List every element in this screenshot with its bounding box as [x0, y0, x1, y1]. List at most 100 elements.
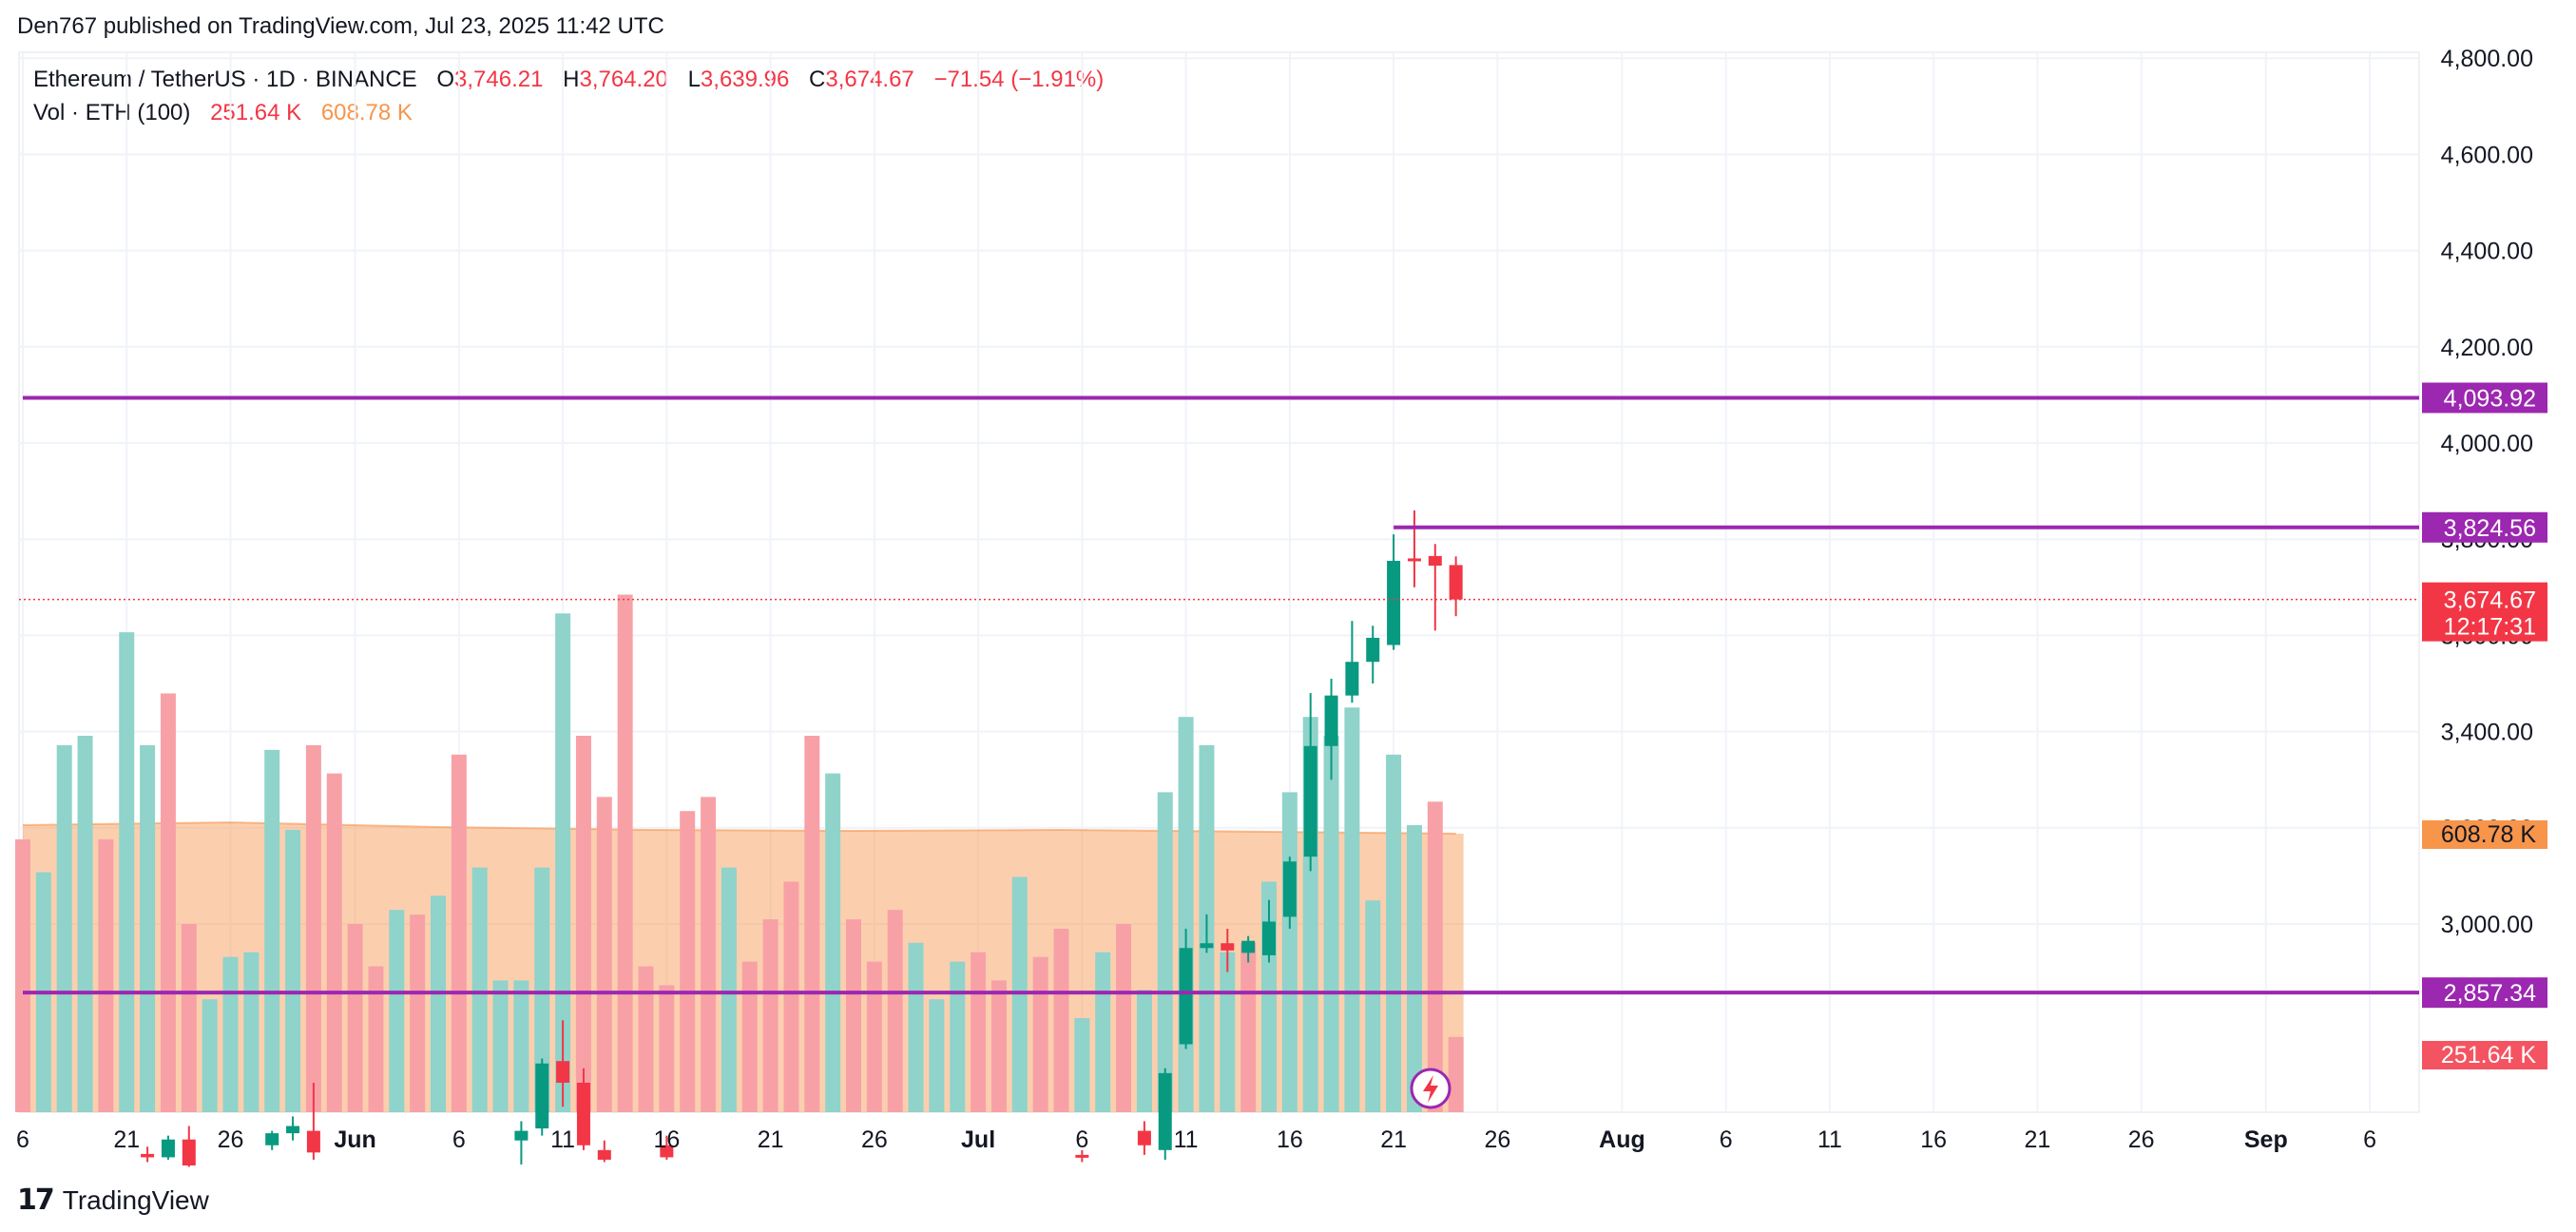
- candle: [597, 1140, 611, 1163]
- volume-bar: [140, 744, 156, 1112]
- volume-bar: [1281, 792, 1298, 1112]
- volume-bar: [1344, 707, 1360, 1112]
- volume-bar: [1053, 928, 1069, 1112]
- volume-bar: [1386, 754, 1402, 1112]
- grid-layer: [18, 51, 2420, 1113]
- candle: [1366, 626, 1380, 683]
- volume-tag: [2422, 1041, 2547, 1069]
- candle-body: [306, 1130, 320, 1153]
- candle: [1449, 556, 1463, 617]
- symbol-title[interactable]: Ethereum / TetherUS · 1D · BINANCE: [33, 67, 417, 92]
- candle-body: [1407, 558, 1421, 562]
- candle-body: [1262, 921, 1276, 955]
- close-key: C: [809, 67, 826, 92]
- tradingview-logo[interactable]: 17 TradingView: [17, 1184, 209, 1217]
- x-tick-label: 6: [2363, 1126, 2376, 1153]
- volume-bar: [513, 980, 529, 1112]
- y-tick-label: 3,000.00: [2441, 912, 2533, 938]
- last-price-tag-text: 3,674.67: [2444, 587, 2536, 614]
- price-level-tag: [2422, 511, 2547, 543]
- volume-bar: [950, 961, 966, 1112]
- candle-body: [1137, 1130, 1151, 1145]
- candle: [1200, 914, 1214, 953]
- volume-bar: [160, 693, 176, 1112]
- x-tick-label: 26: [218, 1126, 244, 1153]
- candle: [514, 1121, 529, 1165]
- volume-bar: [1448, 1036, 1464, 1112]
- x-tick-label: 21: [758, 1126, 784, 1153]
- candle: [265, 1130, 279, 1150]
- candle: [1303, 693, 1317, 872]
- candle-body: [514, 1130, 529, 1141]
- x-tick-label: 26: [2128, 1126, 2155, 1153]
- candle: [1241, 935, 1256, 963]
- volume-bar: [971, 952, 987, 1112]
- candle-body: [1324, 695, 1338, 746]
- volume-bar: [1365, 900, 1381, 1112]
- volume-bar: [471, 867, 488, 1112]
- tradingview-mark-icon: 17: [17, 1184, 55, 1217]
- volume-bar: [222, 956, 239, 1112]
- y-tick-label: 3,400.00: [2441, 720, 2533, 746]
- candle-body: [1179, 948, 1193, 1045]
- volume-indicator-title[interactable]: Vol · ETH (100): [33, 100, 191, 125]
- x-tick-label: 21: [2025, 1126, 2051, 1153]
- volume-bar: [783, 881, 799, 1112]
- last-price-tag: [2422, 582, 2547, 642]
- ohlc-legend: Ethereum / TetherUS · 1D · BINANCE O3,74…: [33, 67, 1104, 93]
- candle-body: [182, 1139, 196, 1166]
- volume-bar: [410, 914, 426, 1112]
- candle-body: [1241, 940, 1256, 953]
- x-tick-label: 6: [452, 1126, 466, 1153]
- x-tick-label: Sep: [2244, 1126, 2288, 1153]
- x-tick-label: 21: [1380, 1126, 1407, 1153]
- axis-labels-layer: 608.78 K 251.64 K 4,093.92 3,824.56 2,857.34…: [2422, 382, 2547, 1069]
- volume-bar: [1220, 952, 1236, 1112]
- volume-bar: [305, 744, 321, 1112]
- countdown-tag-text: 12:17:31: [2444, 614, 2536, 641]
- volume-bar: [721, 867, 737, 1112]
- candle-body: [576, 1082, 590, 1145]
- candle: [1428, 544, 1442, 631]
- close-value: 3,674.67: [825, 67, 914, 92]
- volume-bar: [617, 594, 633, 1112]
- price-level-tag-text: 4,093.92: [2444, 385, 2536, 412]
- volume-bar: [1095, 952, 1111, 1112]
- plot-frame: [18, 51, 2420, 1113]
- volume-tag-text: 251.64 K: [2441, 1042, 2536, 1068]
- volume-bar: [866, 961, 882, 1112]
- volume-bar: [638, 966, 654, 1112]
- x-tick-label: 11: [1817, 1126, 1842, 1153]
- candle-body: [1200, 943, 1214, 949]
- x-tick-label: 26: [1484, 1126, 1510, 1153]
- tradingview-brand: TradingView: [62, 1184, 209, 1215]
- volume-bar: [846, 919, 861, 1112]
- candle: [1137, 1121, 1151, 1155]
- flash-icon[interactable]: [1410, 1068, 1451, 1109]
- y-tick-label: 4,800.00: [2441, 46, 2533, 72]
- x-tick-label: 16: [1920, 1126, 1947, 1153]
- volume-bar: [1323, 736, 1339, 1112]
- y-tick-label: 4,000.00: [2441, 431, 2533, 457]
- volume-value: 251.64 K: [210, 100, 302, 125]
- price-lines-layer: [19, 395, 2419, 995]
- candle: [576, 1068, 590, 1150]
- candle-body: [1221, 943, 1235, 951]
- volume-bar: [741, 961, 758, 1112]
- x-tick-label: 16: [1277, 1126, 1303, 1153]
- candle: [1345, 621, 1359, 703]
- candle-body: [1449, 565, 1463, 600]
- x-tick-label: 11: [550, 1126, 575, 1153]
- open-value: 3,746.21: [454, 67, 544, 92]
- price-level-tag: [2422, 977, 2547, 1009]
- change-value: −71.54 (−1.91%): [933, 67, 1105, 92]
- low-value: 3,639.96: [700, 67, 790, 92]
- x-tick-label: Aug: [1599, 1126, 1645, 1153]
- candle-body: [597, 1149, 611, 1160]
- volume-legend: Vol · ETH (100) 251.64 K 608.78 K: [33, 100, 413, 126]
- candle: [306, 1082, 320, 1160]
- candle-body: [1075, 1154, 1089, 1158]
- volume-bar: [908, 942, 924, 1112]
- candle-body: [1303, 745, 1317, 857]
